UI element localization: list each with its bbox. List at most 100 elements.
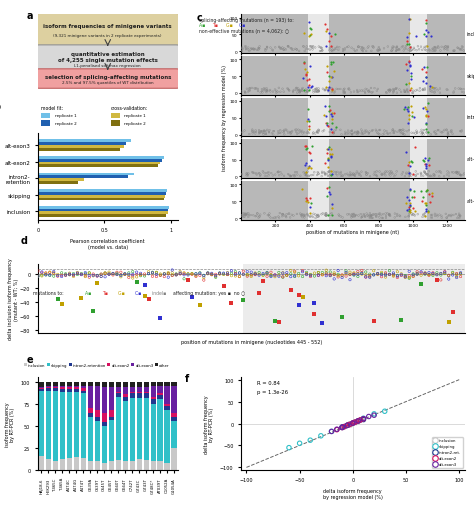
Point — [257, 171, 264, 179]
Point — [236, 269, 243, 277]
Point — [161, 270, 168, 278]
Point — [425, 209, 432, 217]
Bar — [101, 387, 107, 414]
Point — [315, 269, 322, 277]
Point — [62, 270, 69, 278]
Point — [431, 45, 439, 53]
Point — [322, 212, 330, 220]
Point — [357, 126, 365, 134]
Point — [418, 171, 425, 179]
Point — [429, 271, 437, 279]
Point — [407, 103, 415, 111]
Bar — [95, 386, 100, 410]
Point — [38, 272, 46, 280]
Bar — [137, 387, 142, 392]
Point — [456, 85, 464, 93]
Point — [241, 89, 249, 97]
Point — [457, 269, 465, 277]
Point — [283, 214, 290, 222]
Point — [433, 277, 441, 285]
Point — [291, 268, 299, 276]
Point — [269, 215, 277, 223]
intron2-ret. — [360, 416, 367, 424]
Point — [382, 168, 390, 176]
Point — [292, 129, 300, 137]
Point — [400, 131, 407, 139]
Point — [375, 44, 383, 52]
Point — [365, 130, 373, 138]
Point — [413, 87, 421, 95]
Point — [442, 45, 449, 54]
Point — [319, 210, 327, 218]
Point — [346, 86, 353, 94]
Bar — [172, 448, 177, 470]
Point — [391, 173, 398, 181]
inclusion — [355, 418, 362, 426]
Point — [265, 212, 273, 220]
Point — [290, 172, 297, 180]
Point — [303, 269, 310, 277]
Bar — [129, 393, 135, 398]
Point — [153, 269, 160, 277]
Point — [351, 212, 359, 220]
Point — [153, 273, 160, 281]
Point — [457, 172, 465, 180]
Point — [313, 87, 320, 95]
Point — [361, 127, 369, 135]
Point — [310, 89, 317, 97]
Point — [328, 167, 335, 175]
Point — [419, 212, 427, 220]
Point — [149, 269, 156, 277]
Point — [82, 270, 89, 278]
alt-exon3 — [355, 417, 362, 425]
Point — [325, 30, 333, 38]
Point — [275, 269, 283, 277]
Point — [389, 45, 396, 53]
Point — [423, 171, 430, 179]
Point — [440, 44, 448, 52]
Point — [386, 168, 393, 176]
Point — [422, 121, 429, 129]
intron2-ret. — [344, 421, 351, 429]
Point — [90, 307, 97, 315]
Point — [54, 272, 62, 280]
Point — [249, 130, 256, 138]
Point — [50, 268, 57, 276]
Bar — [73, 392, 79, 458]
Point — [328, 154, 335, 162]
Bar — [60, 459, 65, 470]
Point — [324, 87, 331, 95]
Point — [325, 155, 332, 163]
Point — [430, 171, 438, 179]
alt-exon3 — [338, 423, 346, 431]
Point — [246, 87, 254, 95]
alt-exon3 — [333, 425, 341, 433]
Point — [354, 87, 361, 95]
Point — [246, 131, 253, 139]
Point — [404, 120, 411, 128]
Point — [324, 155, 332, 163]
Point — [445, 169, 453, 177]
Point — [299, 211, 306, 219]
Point — [445, 212, 453, 220]
Point — [259, 272, 267, 280]
Point — [410, 271, 417, 279]
Point — [438, 129, 446, 137]
Bar — [81, 388, 86, 391]
Point — [204, 270, 211, 278]
Point — [428, 47, 436, 56]
Point — [298, 86, 306, 94]
Point — [390, 273, 397, 281]
Point — [244, 268, 251, 276]
Point — [293, 85, 301, 93]
Point — [292, 85, 300, 93]
Point — [236, 269, 243, 277]
Point — [323, 192, 331, 200]
Point — [156, 272, 164, 280]
Point — [326, 189, 333, 197]
Point — [393, 272, 401, 280]
Point — [97, 273, 105, 281]
Point — [304, 84, 311, 92]
Point — [250, 129, 257, 137]
Point — [269, 88, 277, 96]
